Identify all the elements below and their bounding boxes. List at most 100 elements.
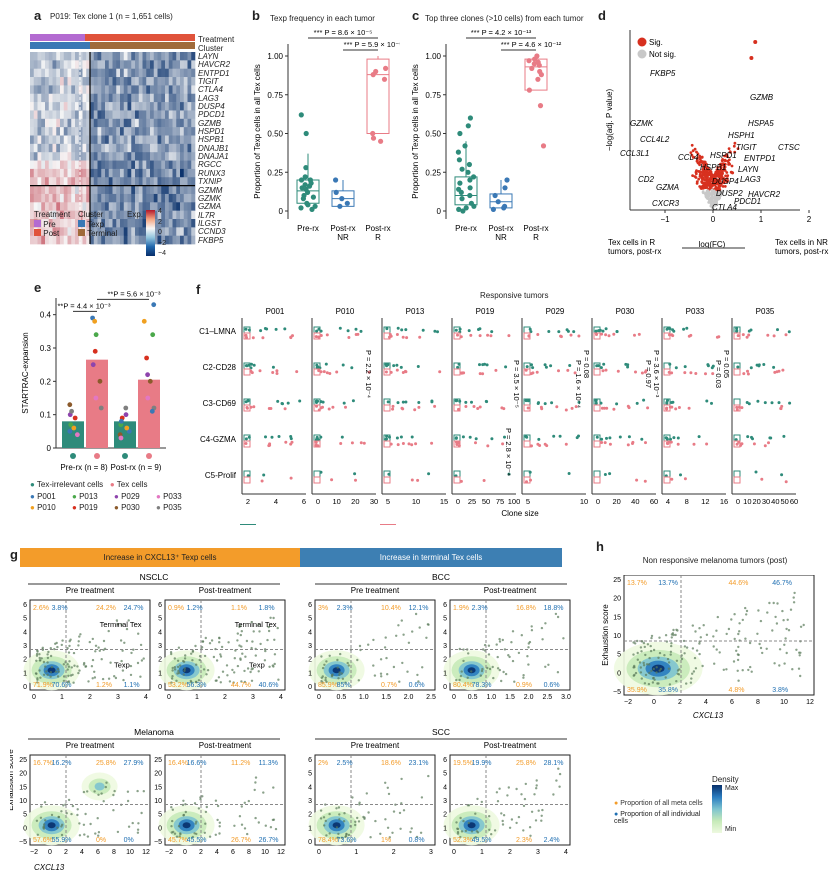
cell-point — [411, 630, 414, 633]
heatmap-cell — [67, 168, 72, 178]
heatmap-cell — [135, 185, 140, 195]
legend-patient: ● P033 — [156, 492, 182, 501]
cell-point — [66, 668, 69, 671]
heatmap-cell — [33, 152, 38, 161]
heatmap-cell — [153, 193, 158, 203]
data-point — [381, 76, 388, 82]
cell-point — [756, 632, 759, 635]
heatmap-cell — [187, 168, 192, 178]
cell-point — [126, 790, 130, 793]
pre-point — [557, 330, 561, 334]
cell-point — [116, 623, 120, 626]
post-point — [773, 370, 777, 374]
box — [593, 368, 601, 376]
cell-point — [691, 647, 695, 650]
x-tick-label: 10 — [580, 497, 588, 506]
heatmap-cell — [78, 202, 83, 211]
heatmap-cell — [176, 168, 181, 178]
heatmap-cell — [75, 143, 80, 153]
heatmap-cell — [116, 77, 121, 86]
row-label: C2-CD28 — [203, 363, 237, 372]
heatmap-cell — [153, 168, 158, 178]
heatmap-cell — [86, 143, 91, 153]
heatmap-cell — [108, 202, 113, 211]
cell-point — [335, 807, 338, 810]
post-point — [626, 443, 630, 447]
post-point — [631, 440, 635, 444]
cell-point — [636, 658, 639, 661]
heatmap-cell — [150, 143, 155, 153]
cell-point — [203, 654, 207, 658]
heatmap-cell — [176, 143, 181, 153]
cell-point — [458, 678, 461, 682]
heatmap-cell — [93, 193, 98, 203]
heatmap-cell — [93, 152, 98, 161]
cell-point — [674, 633, 677, 637]
legend-treatment: Pre Post — [34, 220, 74, 238]
heatmap-cell — [157, 168, 162, 178]
heatmap-cell — [150, 160, 155, 170]
y-tick-label: 0 — [437, 207, 442, 216]
heatmap-cell — [123, 227, 128, 236]
cell-point — [182, 659, 185, 663]
post-point — [740, 406, 744, 410]
pre-point — [526, 399, 530, 403]
heatmap-cell — [142, 127, 147, 136]
cell-point — [236, 632, 239, 635]
cell-point — [250, 621, 253, 624]
volcano-point — [722, 179, 726, 183]
pre-point — [577, 400, 581, 404]
cell-point — [632, 666, 635, 669]
post-point — [401, 335, 405, 339]
pre-point — [252, 363, 256, 367]
cell-point — [715, 648, 718, 651]
cell-point — [733, 637, 736, 641]
heatmap-cell — [138, 210, 143, 220]
cell-point — [137, 822, 140, 825]
heatmap-cell — [75, 52, 80, 61]
heatmap-cell — [67, 68, 72, 78]
cell-point — [112, 793, 115, 797]
pre-point — [467, 329, 471, 333]
axis-right-label-2: tumors, post-rx — [775, 247, 828, 256]
cell-point — [60, 810, 63, 813]
post-point — [600, 441, 604, 444]
data-point — [383, 65, 389, 71]
axis-left-label: Tex cells in R — [608, 238, 655, 247]
volcano-point — [709, 196, 713, 200]
pre-point — [558, 434, 562, 438]
cell-point — [254, 781, 257, 784]
post-point — [327, 407, 331, 411]
cell-point — [347, 664, 350, 667]
heatmap-cell — [138, 110, 143, 120]
cell-point — [195, 663, 198, 666]
cell-point — [783, 662, 786, 665]
cell-point — [102, 639, 106, 643]
pre-point — [353, 472, 357, 476]
x-tick-label: 2.0 — [524, 694, 534, 701]
heatmap-cell — [82, 185, 87, 195]
box — [313, 404, 321, 412]
cell-point — [173, 668, 177, 671]
heatmap-cell — [135, 77, 140, 86]
y-tick-label: 0.75 — [267, 91, 283, 100]
pre-point — [757, 363, 761, 367]
data-point — [455, 149, 461, 155]
heatmap-cell — [33, 202, 38, 211]
density-min: Min — [725, 826, 737, 833]
heatmap-cell — [71, 52, 76, 61]
cell-point — [460, 830, 464, 833]
cell-point — [90, 665, 94, 668]
volcano-point — [711, 180, 715, 183]
heatmap-cell — [30, 110, 35, 120]
heatmap-cell — [161, 168, 166, 178]
cell-point — [250, 679, 254, 682]
cell-point — [480, 669, 484, 673]
heatmap-cell — [135, 68, 140, 78]
cell-point — [208, 642, 212, 645]
post-point — [356, 332, 360, 336]
cell-point — [379, 658, 383, 661]
quadrant-indiv: 45.5% — [187, 837, 207, 844]
data-point — [149, 408, 155, 414]
cell-point — [530, 629, 534, 632]
